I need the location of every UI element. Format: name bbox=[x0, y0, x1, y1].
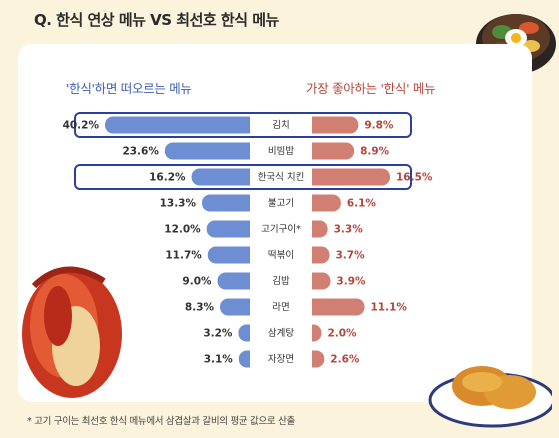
page-title: Q. 한식 연상 메뉴 VS 최선호 한식 메뉴 bbox=[34, 11, 279, 29]
left-bar bbox=[164, 142, 258, 160]
right-value-label: 3.7% bbox=[335, 250, 365, 262]
right-bar bbox=[304, 142, 355, 160]
kimchi-illustration bbox=[22, 266, 122, 398]
right-value-label: 8.9% bbox=[360, 146, 390, 158]
right-value-label: 9.8% bbox=[364, 120, 394, 132]
category-label: 고기구이* bbox=[261, 224, 301, 235]
left-bar bbox=[202, 194, 258, 212]
left-value-label: 16.2% bbox=[149, 172, 186, 184]
left-value-label: 13.3% bbox=[160, 198, 197, 210]
left-bar bbox=[206, 220, 258, 238]
category-label-bg bbox=[250, 323, 312, 343]
highlight-frame bbox=[74, 164, 412, 190]
category-label-bg bbox=[250, 167, 312, 187]
category-label: 김치 bbox=[272, 119, 289, 131]
left-value-label: 9.0% bbox=[182, 276, 212, 288]
left-value-label: 11.7% bbox=[165, 250, 202, 262]
left-value-label: 3.1% bbox=[204, 354, 234, 366]
left-value-label: 8.3% bbox=[185, 302, 215, 314]
right-value-label: 11.1% bbox=[370, 302, 407, 314]
left-bar bbox=[105, 116, 258, 134]
category-label-bg bbox=[250, 245, 312, 265]
category-label-bg bbox=[250, 271, 312, 291]
left-value-label: 12.0% bbox=[164, 224, 201, 236]
category-label-bg bbox=[250, 297, 312, 317]
right-value-label: 3.9% bbox=[336, 276, 366, 288]
right-series-title: 가장 좋아하는 '한식' 메뉴 bbox=[306, 81, 436, 96]
right-value-label: 3.3% bbox=[334, 224, 364, 236]
category-label: 라면 bbox=[272, 302, 289, 313]
category-label-bg bbox=[250, 115, 312, 135]
left-value-label: 23.6% bbox=[122, 146, 159, 158]
right-bar bbox=[304, 194, 341, 212]
category-label: 비빔밥 bbox=[268, 146, 294, 157]
left-bar bbox=[220, 298, 258, 316]
category-label: 떡볶이 bbox=[268, 250, 294, 261]
category-label: 자장면 bbox=[268, 354, 294, 365]
right-value-label: 16.5% bbox=[396, 172, 433, 184]
category-label: 불고기 bbox=[268, 198, 294, 209]
right-value-label: 2.6% bbox=[330, 354, 360, 366]
left-value-label: 3.2% bbox=[203, 328, 233, 340]
category-label-bg bbox=[250, 219, 312, 239]
left-series-title: '한식'하면 떠오르는 메뉴 bbox=[66, 81, 192, 96]
left-bar bbox=[191, 168, 258, 186]
fried-chicken-illustration bbox=[428, 366, 552, 428]
right-value-label: 2.0% bbox=[327, 328, 357, 340]
category-label: 한국식 치킨 bbox=[258, 171, 305, 183]
category-label-bg bbox=[250, 193, 312, 213]
left-value-label: 40.2% bbox=[63, 120, 100, 132]
left-bar bbox=[217, 272, 258, 290]
right-bar bbox=[304, 168, 390, 186]
left-bar bbox=[207, 246, 258, 264]
right-bar bbox=[304, 298, 365, 316]
category-label: 김밥 bbox=[272, 275, 290, 287]
highlight-frame bbox=[74, 112, 412, 138]
footnote: * 고기 구이는 최선호 한식 메뉴에서 삼겹살과 갈비의 평균 값으로 산출 bbox=[27, 416, 295, 427]
category-label: 삼계탕 bbox=[268, 327, 294, 339]
category-label-bg bbox=[250, 141, 312, 161]
category-label-bg bbox=[250, 349, 312, 369]
right-bar bbox=[304, 116, 359, 134]
right-value-label: 6.1% bbox=[347, 198, 377, 210]
